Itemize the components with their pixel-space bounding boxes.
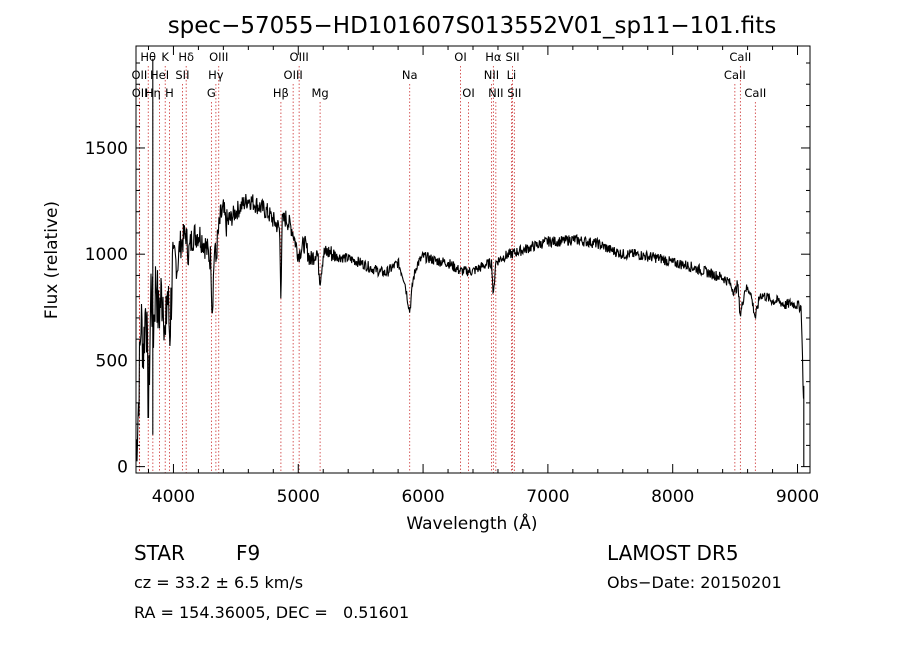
y-tick-label: 0 — [117, 458, 128, 478]
x-tick-label: 5000 — [277, 487, 320, 507]
spectral-line-label: SII — [175, 68, 189, 82]
spectral-line-label: Hβ — [273, 86, 289, 100]
spectral-line-label: Hδ — [178, 50, 194, 64]
spectral-line-label: Hα — [485, 50, 502, 64]
spectral-line-label: OIII — [209, 50, 228, 64]
x-tick-label: 4000 — [152, 487, 195, 507]
spectral-line-label: OI — [462, 86, 474, 100]
spectral-line-label: Mg — [311, 86, 328, 100]
spectral-line-label: H — [165, 86, 174, 100]
spectral-line-markers: Hθ K Hδ OIII OIII OI Hα SII CaII OII HeI SII Hγ OIII N… — [131, 50, 766, 473]
obs-date: Obs−Date: 20150201 — [607, 573, 782, 592]
spectral-line-label: SII — [506, 50, 520, 64]
spectral-line-label: CaII — [724, 68, 746, 82]
spectral-line-label: Na — [402, 68, 418, 82]
spectral-line-label: NII — [488, 86, 503, 100]
spectral-line-label: Li — [507, 68, 517, 82]
survey-name: LAMOST DR5 — [607, 541, 739, 565]
y-tick-label: 1000 — [85, 245, 128, 265]
y-tick-label: 500 — [96, 351, 128, 371]
spectral-line-label: OIII — [290, 50, 309, 64]
chart-title: spec−57055−HD101607S013552V01_sp11−101.f… — [168, 13, 777, 39]
x-tick-label: 7000 — [526, 487, 569, 507]
spectral-line-label: OIII — [284, 68, 303, 82]
object-type: STAR — [134, 541, 185, 565]
y-axis: 0 500 1000 1500 — [85, 62, 810, 478]
plot-frame — [135, 45, 811, 474]
spectral-line-label: OII — [131, 68, 147, 82]
spectral-line-label: K — [161, 50, 169, 64]
spectrum-line — [135, 58, 805, 467]
redshift-value: cz = 33.2 ± 6.5 km/s — [134, 573, 304, 592]
x-axis-label: Wavelength (Å) — [406, 512, 537, 534]
coordinates: RA = 154.36005, DEC = 0.51601 — [134, 603, 410, 622]
y-tick-label: 1500 — [85, 139, 128, 159]
x-tick-label: 8000 — [651, 487, 694, 507]
spectral-line-label: HeI — [150, 68, 169, 82]
spectral-line-label: Hθ — [140, 50, 156, 64]
spectral-line-label: CaII — [744, 86, 766, 100]
y-axis-label: Flux (relative) — [42, 201, 62, 319]
spectral-line-label: CaII — [729, 50, 751, 64]
x-tick-label: 9000 — [776, 487, 819, 507]
spectral-line-label: OI — [454, 50, 466, 64]
spectral-line-label: Hγ — [208, 68, 224, 82]
spectral-line-label: SII — [507, 86, 521, 100]
object-subclass: F9 — [236, 541, 261, 565]
x-tick-label: 6000 — [401, 487, 444, 507]
x-axis: 4000 5000 6000 7000 8000 9000 — [147, 46, 819, 507]
spectral-line-label: NII — [484, 68, 499, 82]
spectral-line-label: G — [207, 86, 216, 100]
